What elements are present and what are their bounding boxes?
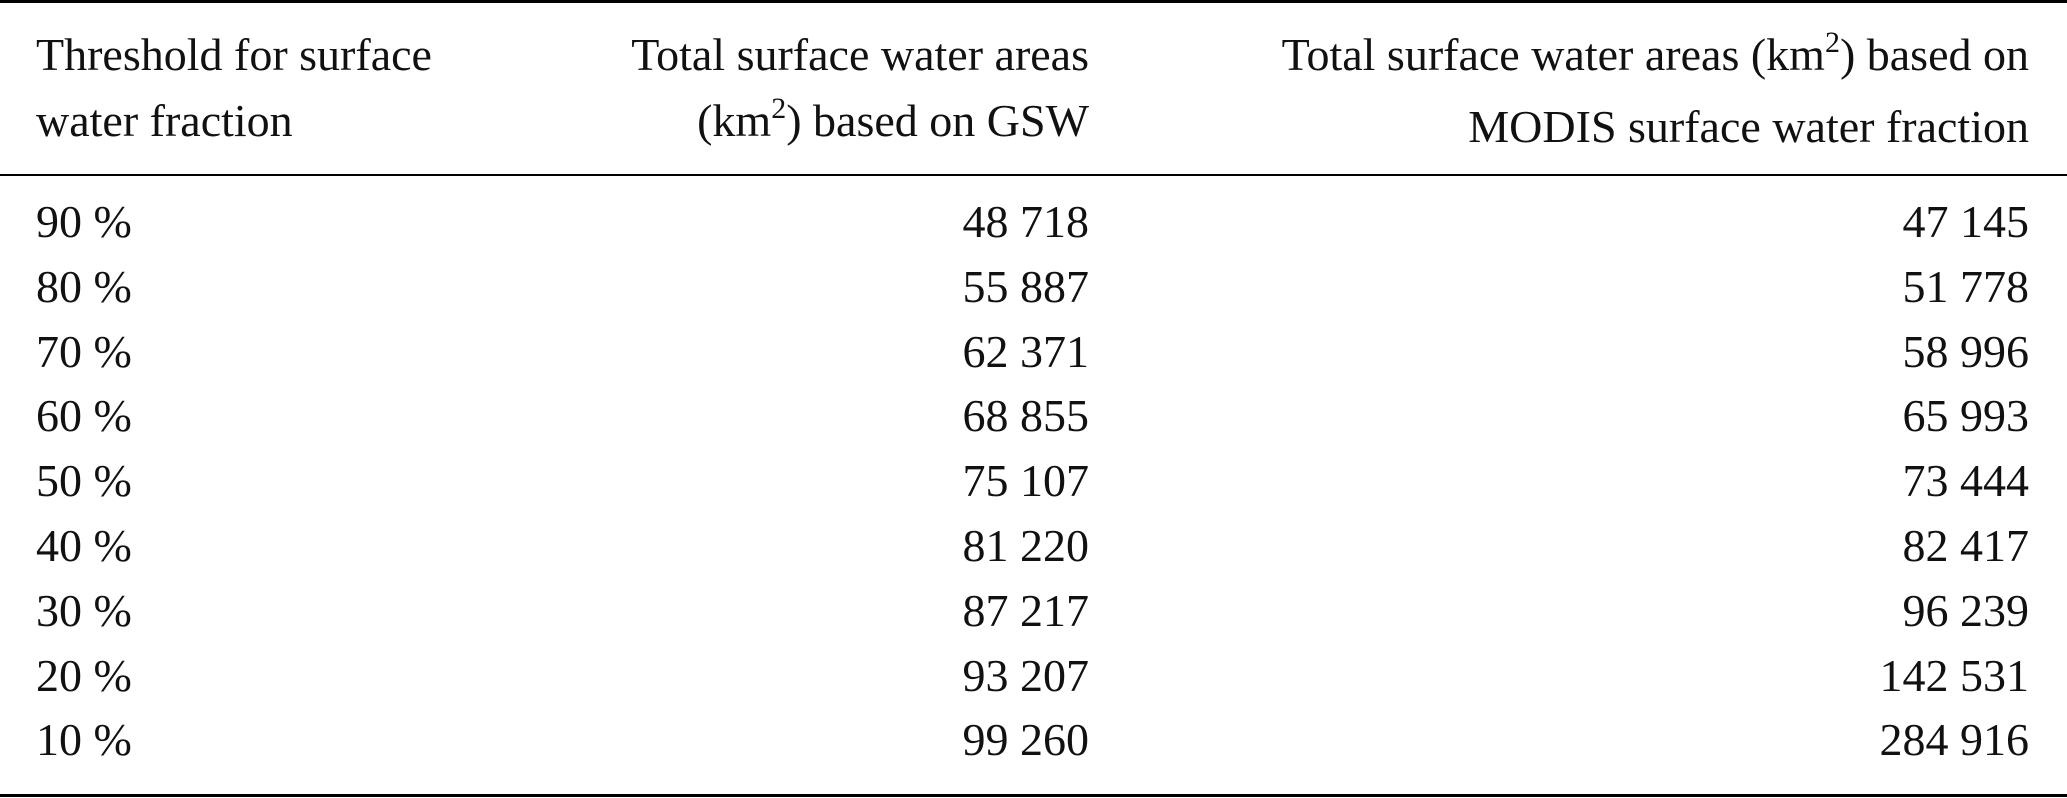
threshold-cell: 80 %: [36, 260, 132, 312]
header-modis-unit-pre: Total surface water areas (km: [1281, 29, 1825, 80]
gsw-area-cell: 93 207: [962, 649, 1090, 701]
table-row: 30 % 87 217 96 239: [0, 579, 2067, 644]
table-header-rule: [0, 174, 2067, 176]
modis-area-cell: 96 239: [1902, 584, 2030, 636]
threshold-cell: 10 %: [36, 714, 132, 766]
header-gsw-line2: (km2) based on GSW: [529, 88, 1089, 160]
gsw-area-cell: 87 217: [962, 584, 1090, 636]
header-modis-unit-post: ) based on: [1839, 29, 2029, 80]
gsw-area-cell: 55 887: [962, 260, 1090, 312]
header-modis-line1: Total surface water areas (km2) based on: [1129, 22, 2029, 94]
gsw-area-cell: 48 718: [962, 196, 1090, 247]
header-threshold-line1: Threshold for surface: [36, 29, 432, 80]
header-gsw-unit-post: ) based on GSW: [786, 95, 1089, 146]
table-row: 10 % 99 260 284 916: [0, 708, 2067, 773]
header-gsw-line1: Total surface water areas: [631, 29, 1089, 80]
table-top-rule: [0, 0, 2067, 3]
modis-area-cell: 65 993: [1902, 390, 2030, 442]
table-row: 80 % 55 887 51 778: [0, 255, 2067, 320]
modis-area-cell: 58 996: [1902, 325, 2030, 377]
header-modis-unit-exponent: 2: [1824, 26, 1840, 59]
modis-area-cell: 142 531: [1879, 649, 2030, 701]
modis-area-cell: 47 145: [1902, 196, 2030, 247]
header-modis-line2: MODIS surface water fraction: [1468, 101, 2029, 152]
gsw-area-cell: 62 371: [962, 325, 1090, 377]
threshold-cell: 30 %: [36, 584, 132, 636]
modis-area-cell: 51 778: [1902, 260, 2030, 312]
gsw-area-cell: 99 260: [962, 714, 1090, 766]
gsw-area-cell: 81 220: [962, 519, 1090, 571]
header-gsw-unit-pre: (km: [697, 95, 772, 146]
table-body: 90 % 48 718 47 145 80 % 55 887 51 778 70…: [0, 190, 2067, 773]
threshold-cell: 90 %: [36, 196, 132, 247]
threshold-cell: 40 %: [36, 519, 132, 571]
threshold-cell: 60 %: [36, 390, 132, 442]
table-row: 20 % 93 207 142 531: [0, 644, 2067, 709]
header-threshold: Threshold for surface water fraction: [36, 22, 556, 154]
table-row: 60 % 68 855 65 993: [0, 384, 2067, 449]
header-gsw-unit-exponent: 2: [771, 92, 787, 125]
modis-area-cell: 284 916: [1879, 714, 2030, 766]
header-threshold-line2: water fraction: [36, 95, 293, 146]
threshold-cell: 50 %: [36, 455, 132, 507]
header-gsw: Total surface water areas (km2) based on…: [529, 22, 1089, 160]
header-modis: Total surface water areas (km2) based on…: [1129, 22, 2029, 160]
modis-area-cell: 73 444: [1902, 455, 2030, 507]
threshold-cell: 20 %: [36, 649, 132, 701]
table-row: 90 % 48 718 47 145: [0, 190, 2067, 255]
table-bottom-rule: [0, 794, 2067, 797]
table-row: 40 % 81 220 82 417: [0, 514, 2067, 579]
modis-area-cell: 82 417: [1902, 519, 2030, 571]
gsw-area-cell: 68 855: [962, 390, 1090, 442]
threshold-cell: 70 %: [36, 325, 132, 377]
table-row: 70 % 62 371 58 996: [0, 320, 2067, 385]
table-row: 50 % 75 107 73 444: [0, 449, 2067, 514]
gsw-area-cell: 75 107: [962, 455, 1090, 507]
